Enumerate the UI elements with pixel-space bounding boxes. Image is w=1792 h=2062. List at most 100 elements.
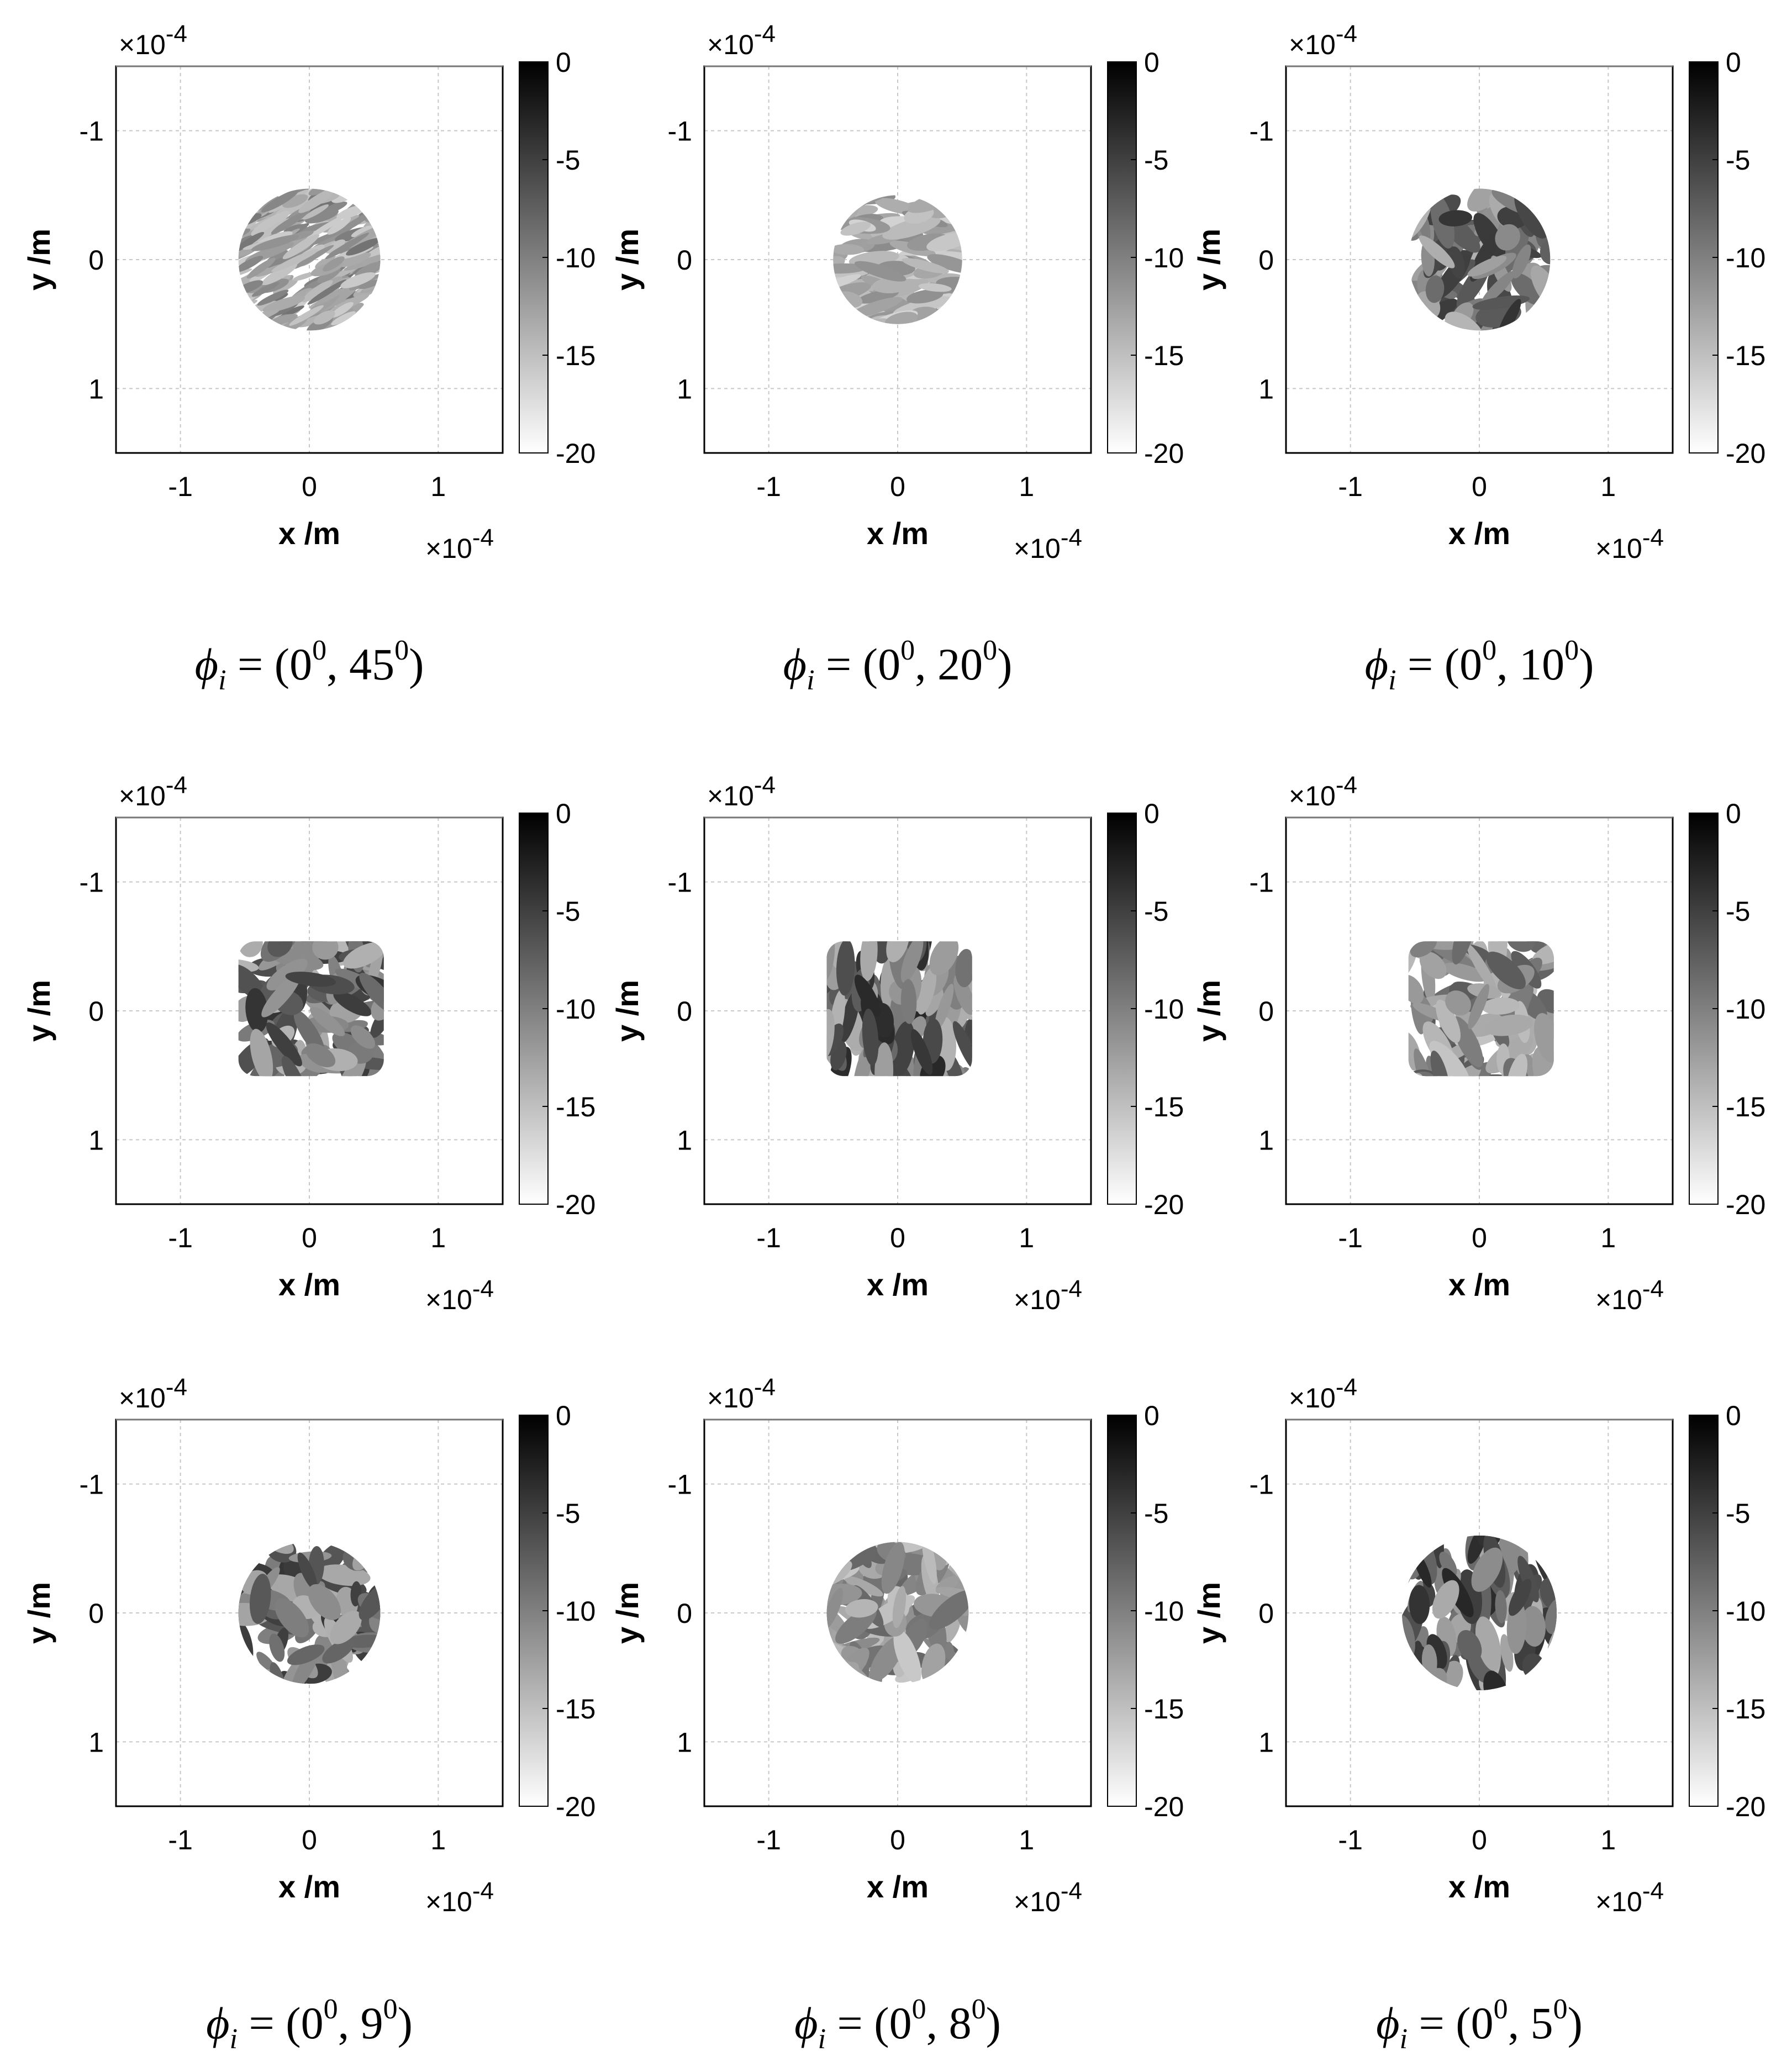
x-tick-label: -1 xyxy=(1338,471,1362,502)
x-tick-label: 0 xyxy=(302,1824,317,1855)
y-axis-label: y /m xyxy=(1192,1582,1226,1644)
y-tick-label: 1 xyxy=(677,373,692,404)
y-tick-label: 1 xyxy=(1258,1125,1274,1156)
speckle xyxy=(1439,1552,1457,1576)
speckle xyxy=(307,279,347,305)
speckle xyxy=(953,974,972,1015)
speckle xyxy=(325,233,370,260)
colorbar-tick-label: -10 xyxy=(1144,1596,1184,1627)
caption-close: ) xyxy=(1568,1998,1583,2048)
speckle xyxy=(238,959,259,973)
caption-symbol: ϕ xyxy=(783,639,807,689)
speckle-pattern xyxy=(826,941,972,1077)
speckle xyxy=(281,1056,306,1077)
x-axis-label: x /m xyxy=(1448,1267,1510,1302)
speckle xyxy=(1483,1670,1510,1690)
speckle xyxy=(1490,941,1510,952)
x-tick-label: 1 xyxy=(430,471,446,502)
speckle xyxy=(313,310,335,325)
colorbar-tick-label: -20 xyxy=(1144,1189,1184,1220)
y-tick-label: -1 xyxy=(668,867,692,898)
y-exponent-power: -4 xyxy=(166,772,187,799)
speckle xyxy=(261,263,298,286)
caption-symbol: ϕ xyxy=(1376,1998,1399,2048)
speckle xyxy=(1468,984,1489,1030)
colorbar-tick-label: -15 xyxy=(556,1694,595,1725)
caption-symbol: ϕ xyxy=(195,639,218,689)
x-tick-label: -1 xyxy=(756,471,781,502)
caption-close: ) xyxy=(1579,639,1594,689)
caption-angle-1: 0 xyxy=(1471,1998,1494,2048)
speckle xyxy=(336,1054,366,1077)
y-tick-label: 0 xyxy=(88,996,104,1027)
caption-angle-1: 0 xyxy=(289,639,312,689)
y-tick-label: -1 xyxy=(80,116,104,147)
speckle xyxy=(330,302,354,318)
y-exponent: ×10-4 xyxy=(1289,1374,1357,1414)
speckle xyxy=(906,289,944,304)
speckle xyxy=(266,1022,302,1067)
speckle xyxy=(238,256,263,272)
caption-subscript: i xyxy=(218,665,226,696)
speckle xyxy=(927,254,962,274)
speckle xyxy=(335,210,374,235)
caption-comma: , xyxy=(915,639,937,689)
speckle xyxy=(312,941,339,960)
speckle xyxy=(251,210,290,236)
caption-eq: = ( xyxy=(238,1998,301,2048)
speckle-pattern xyxy=(238,941,384,1077)
speckle-pattern xyxy=(1408,941,1554,1077)
speckle xyxy=(302,204,329,220)
x-exponent-power: -4 xyxy=(1061,524,1082,551)
speckle xyxy=(833,244,865,255)
speckle xyxy=(833,263,867,274)
caption-close: ) xyxy=(398,1998,413,2048)
speckle xyxy=(323,256,345,272)
speckle xyxy=(343,942,384,969)
colorbar-tick-label: -5 xyxy=(556,145,580,176)
x-exponent: ×10-4 xyxy=(1014,1878,1082,1917)
y-exponent-power: -4 xyxy=(754,20,776,48)
y-tick-label: 1 xyxy=(677,1125,692,1156)
x-exponent: ×10-4 xyxy=(1595,524,1664,564)
y-axis-label: y /m xyxy=(22,980,56,1042)
y-axis-label: y /m xyxy=(610,229,645,291)
speckle xyxy=(275,1598,309,1638)
caption-comma: , xyxy=(1508,1998,1531,2048)
y-tick-label: -1 xyxy=(668,116,692,147)
speckle xyxy=(308,188,338,196)
y-exponent-power: -4 xyxy=(166,1374,187,1401)
speckle xyxy=(306,215,345,240)
colorbar-tick-label: -20 xyxy=(1144,1791,1184,1822)
colorbar-tick-label: -15 xyxy=(1726,340,1765,371)
colorbar-tick-label: -15 xyxy=(1726,1091,1765,1122)
speckle xyxy=(267,941,293,957)
caption-subscript: i xyxy=(818,2023,826,2055)
speckle xyxy=(1419,235,1455,268)
caption-comma: , xyxy=(338,1998,361,2048)
speckle xyxy=(1508,1579,1532,1616)
caption-subscript: i xyxy=(230,2023,238,2055)
speckle xyxy=(1511,273,1545,305)
x-tick-label: 0 xyxy=(1472,1222,1487,1253)
x-tick-label: 1 xyxy=(1019,1222,1034,1253)
speckle xyxy=(262,296,305,313)
speckle xyxy=(322,1638,355,1664)
caption-eq: = ( xyxy=(226,639,290,689)
speckle xyxy=(1436,999,1461,1043)
speckle xyxy=(1480,271,1515,306)
colorbar-tick-label: -15 xyxy=(556,1091,595,1122)
speckle xyxy=(1425,275,1445,303)
caption-angle-1: 0 xyxy=(889,1998,912,2048)
y-tick-label: 0 xyxy=(677,1598,692,1629)
colorbar-tick-label: -15 xyxy=(1144,340,1184,371)
y-axis-label: y /m xyxy=(22,229,56,291)
speckle xyxy=(1521,1606,1546,1647)
colorbar-tick-label: -20 xyxy=(1726,1189,1765,1220)
speckle xyxy=(1467,188,1511,212)
y-exponent-power: -4 xyxy=(1336,20,1357,48)
colorbar-tick-label: -5 xyxy=(1144,145,1168,176)
